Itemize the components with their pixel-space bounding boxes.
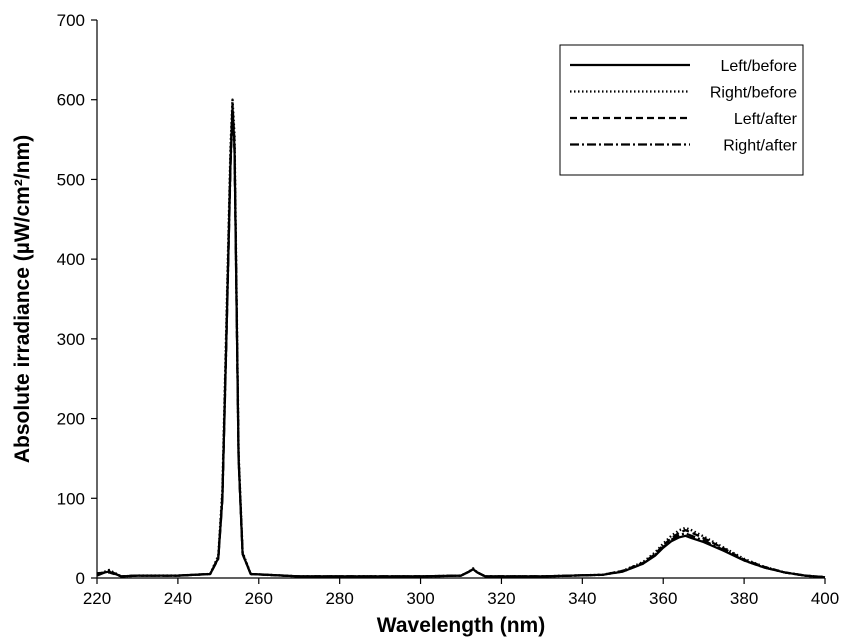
- y-tick-label: 700: [57, 11, 85, 30]
- y-tick-label: 400: [57, 250, 85, 269]
- y-tick-label: 100: [57, 489, 85, 508]
- legend-items: Left/before Right/before Left/after Right/a…: [570, 58, 798, 155]
- x-tick-label: 360: [649, 589, 677, 608]
- y-tick-label: 200: [57, 410, 85, 429]
- x-tick-label: 220: [83, 589, 111, 608]
- x-tick-label: 240: [164, 589, 192, 608]
- legend-label-1: Left/before: [721, 58, 798, 75]
- legend-label-4: Right/after: [723, 138, 797, 155]
- axes: [96, 20, 825, 579]
- x-tick-label: 280: [325, 589, 353, 608]
- series-line-1: [96, 106, 826, 579]
- y-tick-label: 600: [57, 91, 85, 110]
- x-tick-label: 340: [568, 589, 596, 608]
- y-tick-label: 300: [57, 330, 85, 349]
- y-tick-label: 0: [76, 569, 85, 588]
- y-axis-title: Absolute irradiance (µW/cm²/nm): [11, 135, 34, 463]
- x-axis-title: Wavelength (nm): [377, 614, 545, 637]
- legend-box: [559, 44, 804, 176]
- x-tick-label: 400: [811, 589, 839, 608]
- x-ticks: 220 240 260 280 300 320 340 360 380 400: [83, 578, 839, 608]
- x-tick-label: 300: [406, 589, 434, 608]
- x-tick-label: 260: [245, 589, 273, 608]
- legend: Left/before Right/before Left/after Right/a…: [559, 44, 804, 176]
- series-line-2: [96, 98, 826, 579]
- legend-label-2: Right/before: [710, 85, 797, 102]
- x-tick-label: 380: [730, 589, 758, 608]
- y-tick-label: 500: [57, 170, 85, 189]
- x-tick-label: 320: [487, 589, 515, 608]
- series-layer: [96, 98, 826, 579]
- series-line-4: [96, 110, 826, 579]
- y-ticks: 0 100 200 300 400 500 600 700: [57, 11, 97, 588]
- legend-label-3: Left/after: [734, 111, 798, 128]
